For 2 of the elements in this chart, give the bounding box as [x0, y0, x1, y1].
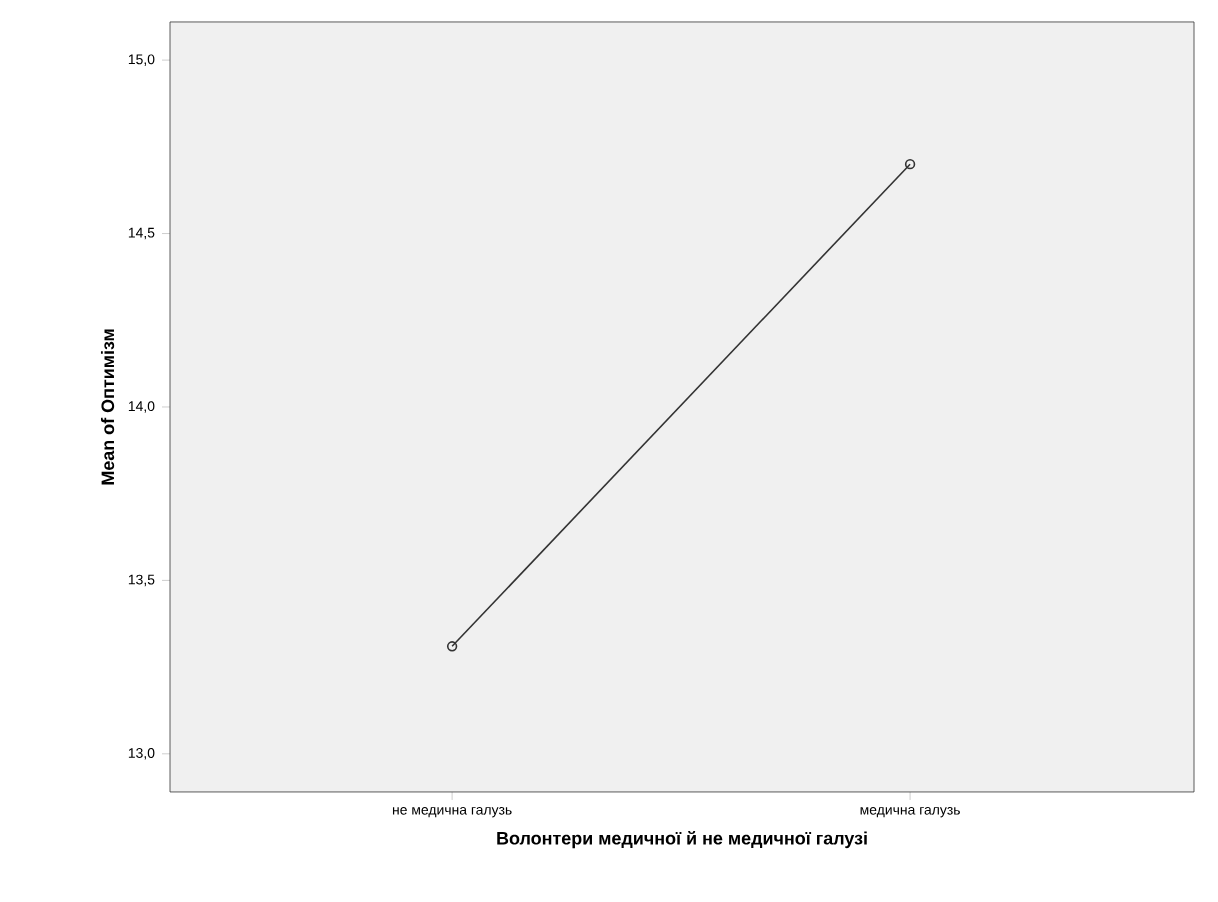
x-axis-title: Волонтери медичної й не медичної галузі [497, 831, 867, 849]
y-axis-title: Mean of Оптимізм [100, 329, 115, 485]
